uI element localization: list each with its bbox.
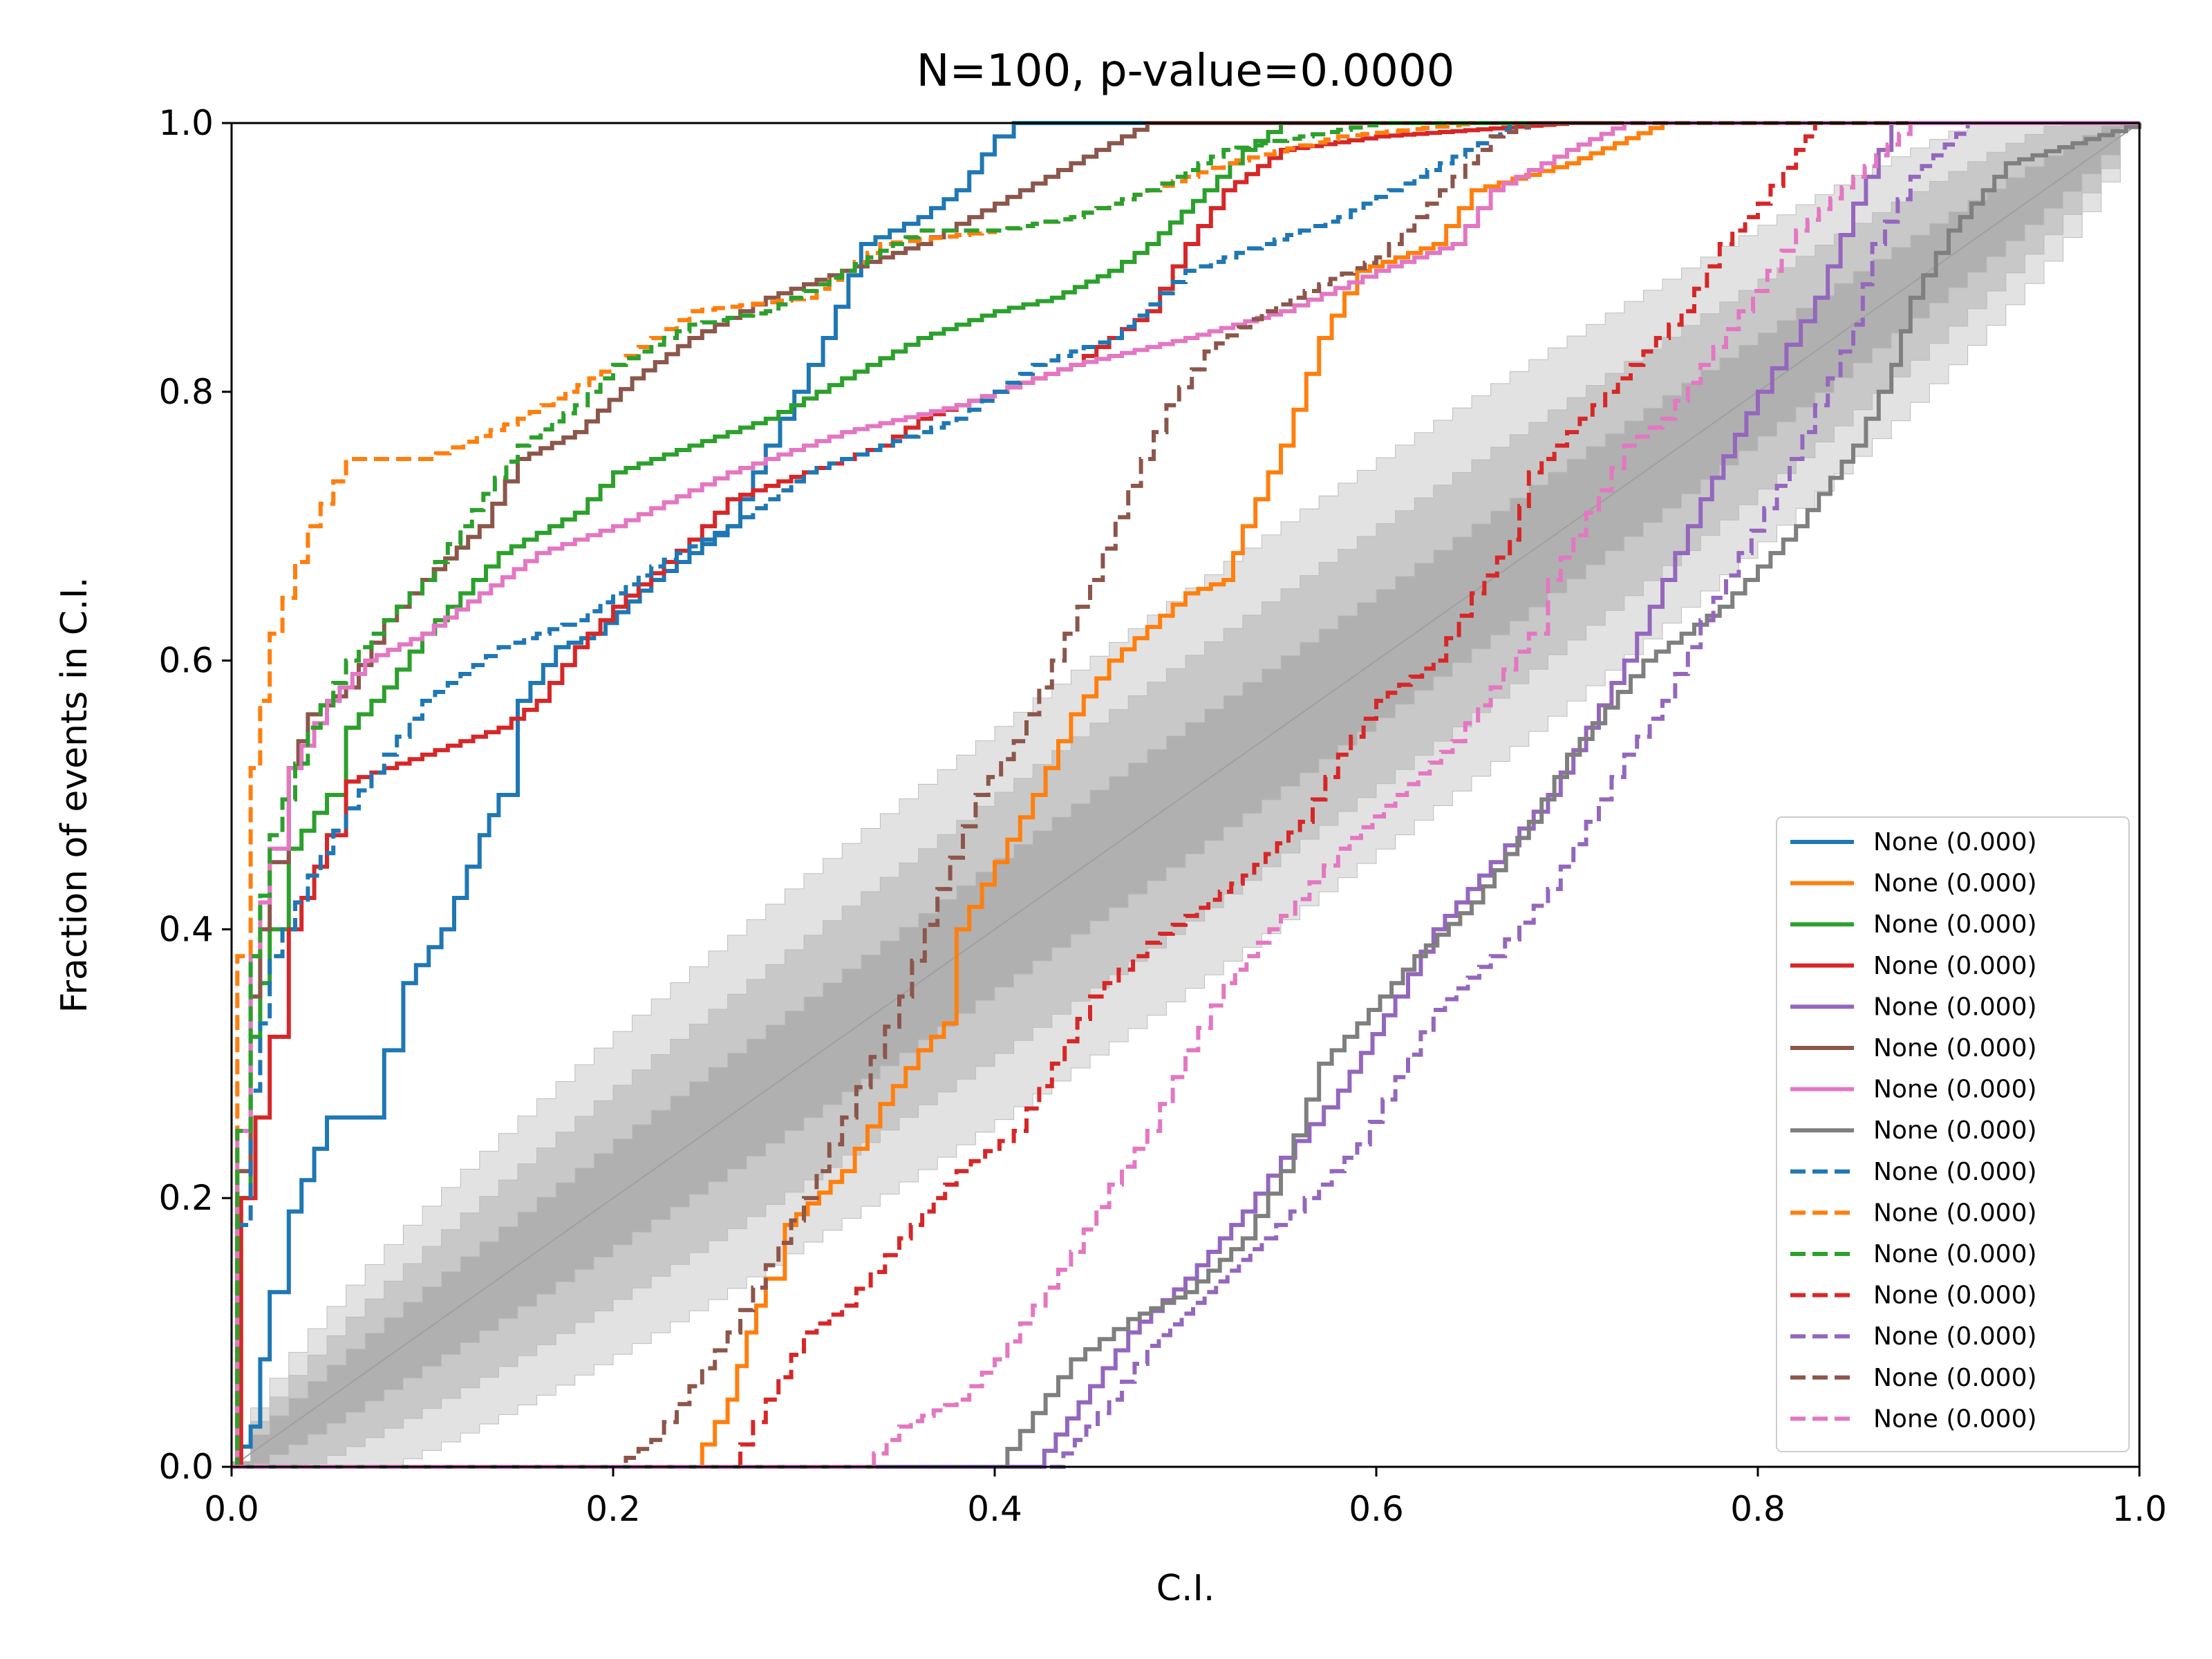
- legend-label: None (0.000): [1873, 1199, 2037, 1227]
- legend-label: None (0.000): [1873, 993, 2037, 1021]
- legend-label: None (0.000): [1873, 1076, 2037, 1104]
- expected-diagonal: [231, 122, 2140, 1468]
- y-tick-label: 0.4: [158, 909, 214, 949]
- series-line-2: [232, 121, 2139, 1469]
- series-line-14: [232, 121, 2139, 1469]
- x-axis-label: C.I.: [1156, 1568, 1215, 1609]
- legend-label: None (0.000): [1873, 1158, 2037, 1186]
- chart-title: N=100, p-value=0.0000: [917, 46, 1455, 97]
- y-tick-label: 0.8: [158, 372, 214, 412]
- diagonal-line: [231, 122, 2140, 1468]
- y-tick-label: 1.0: [158, 103, 214, 143]
- plot-area-frame: [230, 122, 2141, 1468]
- x-tick-label: 0.6: [1349, 1489, 1404, 1529]
- series-line-7: [232, 121, 2139, 1469]
- legend-label: None (0.000): [1873, 828, 2037, 856]
- legend-box: [1776, 816, 2130, 1452]
- y-tick-label: 0.2: [158, 1178, 214, 1218]
- legend-label: None (0.000): [1873, 1364, 2037, 1392]
- x-tick-label: 0.2: [585, 1489, 641, 1529]
- legend-label: None (0.000): [1873, 1116, 2037, 1145]
- y-tick-label: 0.6: [158, 641, 214, 681]
- legend-label: None (0.000): [1873, 1282, 2037, 1310]
- x-tick-label: 0.0: [204, 1489, 259, 1529]
- y-tick-label: 0.0: [158, 1447, 214, 1487]
- legend-label: None (0.000): [1873, 1240, 2037, 1268]
- x-tick-label: 0.4: [967, 1489, 1022, 1529]
- y-axis: 0.0 0.2 0.4 0.6 0.8 1.0: [158, 103, 232, 1487]
- legend-label: None (0.000): [1873, 1034, 2037, 1062]
- legend-label: None (0.000): [1873, 952, 2037, 980]
- legend-label: None (0.000): [1873, 1322, 2037, 1351]
- legend: None (0.000) None (0.000) None (0.000) None…: [1776, 816, 2130, 1452]
- x-tick-label: 0.8: [1730, 1489, 1785, 1529]
- legend-label: None (0.000): [1873, 910, 2037, 939]
- x-tick-label: 1.0: [2112, 1489, 2167, 1529]
- legend-label: None (0.000): [1873, 1405, 2037, 1433]
- legend-label: None (0.000): [1873, 870, 2037, 898]
- x-axis: 0.0 0.2 0.4 0.6 0.8 1.0: [204, 1467, 2167, 1529]
- y-axis-label: Fraction of events in C.I.: [54, 577, 95, 1013]
